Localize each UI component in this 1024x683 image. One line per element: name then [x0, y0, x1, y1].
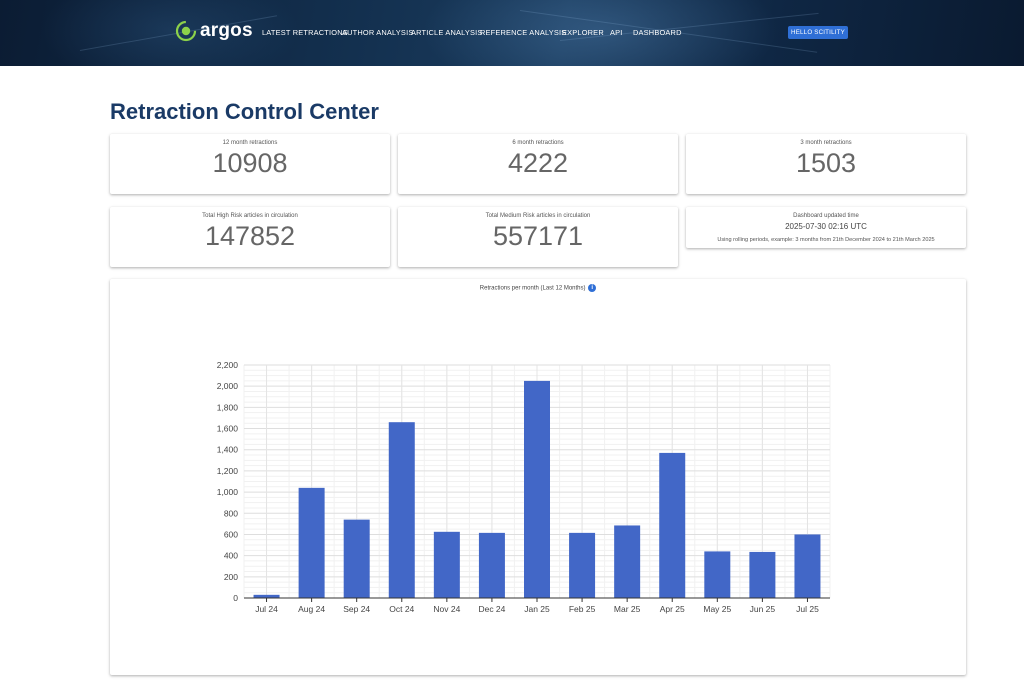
brand-logo[interactable]: argos: [175, 20, 253, 42]
stat-card-medium-risk: Total Medium Risk articles in circulatio…: [398, 207, 678, 267]
x-tick-label: Sep 24: [343, 604, 370, 614]
x-tick-label: Mar 25: [614, 604, 641, 614]
x-tick-label: Apr 25: [660, 604, 685, 614]
bar: [388, 422, 415, 598]
bar: [794, 534, 821, 598]
x-tick-label: Jun 25: [750, 604, 776, 614]
y-tick-label: 2,000: [217, 381, 239, 391]
y-tick-label: 200: [224, 572, 238, 582]
bar: [253, 594, 280, 598]
bar: [749, 551, 776, 598]
bar: [569, 532, 596, 598]
bar: [433, 531, 460, 598]
argos-logo-icon: [175, 20, 197, 42]
bar: [704, 551, 731, 598]
updated-timestamp: 2025-07-30 02:16 UTC: [785, 222, 867, 231]
nav-explorer[interactable]: EXPLORER: [562, 28, 604, 37]
x-tick-label: Jul 25: [796, 604, 819, 614]
y-tick-label: 1,800: [217, 402, 239, 412]
stat-label: 12 month retractions: [222, 140, 278, 146]
chart-title: Retractions per month (Last 12 Months): [479, 285, 586, 292]
bar: [478, 532, 505, 598]
stat-label: 3 month retractions: [800, 140, 852, 146]
y-tick-label: 1,200: [217, 466, 239, 476]
nav-author-analysis[interactable]: AUTHOR ANALYSIS: [342, 28, 414, 37]
brand-name: argos: [200, 20, 253, 41]
stat-card-3-month: 3 month retractions 1503: [686, 134, 966, 194]
y-tick-label: 600: [224, 529, 238, 539]
stat-label: Total High Risk articles in circulation: [202, 213, 298, 219]
y-tick-label: 400: [224, 551, 238, 561]
header-glow: [420, 0, 780, 66]
stat-card-high-risk: Total High Risk articles in circulation …: [110, 207, 390, 267]
retractions-chart-card: Retractions per month (Last 12 Months) i…: [110, 279, 966, 675]
dashboard-updated-card: Dashboard updated time 2025-07-30 02:16 …: [686, 207, 966, 248]
nav-dashboard[interactable]: DASHBOARD: [633, 28, 682, 37]
y-tick-label: 1,400: [217, 445, 239, 455]
header-glow: [40, 0, 300, 66]
stat-value: 1503: [795, 148, 857, 178]
x-tick-label: Dec 24: [478, 604, 505, 614]
nav-api[interactable]: API: [610, 28, 623, 37]
x-tick-label: Nov 24: [433, 604, 460, 614]
stat-value: 147852: [204, 221, 296, 251]
nav-article-analysis[interactable]: ARTICLE ANALYSIS: [411, 28, 483, 37]
bar: [614, 525, 641, 598]
info-icon[interactable]: i: [588, 284, 597, 292]
top-navigation-bar: argos LATEST RETRACTIONS AUTHOR ANALYSIS…: [0, 0, 1024, 66]
page-title: Retraction Control Center: [110, 99, 379, 124]
retractions-bar-chart: 0 200 400 600 800 1,000 1,200 1,400 1,600 1,800 2,…: [217, 360, 831, 614]
stat-label: 6 month retractions: [512, 140, 564, 146]
chart-title-row: Retractions per month (Last 12 Months) i: [110, 284, 966, 292]
bar: [524, 380, 550, 598]
x-tick-label: May 25: [703, 604, 731, 614]
nav-latest-retractions[interactable]: LATEST RETRACTIONS: [262, 28, 348, 37]
stat-value: 4222: [507, 148, 569, 178]
nav-reference-analysis[interactable]: REFERENCE ANALYSIS: [480, 28, 567, 37]
y-tick-label: 2,200: [217, 360, 239, 370]
x-tick-label: Aug 24: [298, 604, 325, 614]
x-tick-label: Jan 25: [524, 604, 550, 614]
x-tick-label: Jul 24: [255, 604, 278, 614]
bar: [659, 452, 686, 598]
y-tick-label: 800: [224, 508, 238, 518]
y-tick-label: 0: [233, 593, 238, 603]
rolling-period-note: Using rolling periods, example: 3 months…: [717, 237, 935, 243]
x-tick-label: Feb 25: [569, 604, 596, 614]
stat-card-6-month: 6 month retractions 4222: [398, 134, 678, 194]
stat-value: 10908: [212, 148, 288, 178]
stat-card-12-month: 12 month retractions 10908: [110, 134, 390, 194]
y-tick-label: 1,000: [217, 487, 239, 497]
x-tick-label: Oct 24: [389, 604, 414, 614]
updated-label: Dashboard updated time: [793, 213, 859, 219]
user-account-button[interactable]: HELLO SCITILITY: [788, 26, 848, 39]
bar: [343, 519, 370, 598]
y-tick-label: 1,600: [217, 424, 239, 434]
stat-label: Total Medium Risk articles in circulatio…: [485, 213, 591, 219]
bar: [298, 487, 325, 598]
stat-value: 557171: [492, 221, 584, 251]
